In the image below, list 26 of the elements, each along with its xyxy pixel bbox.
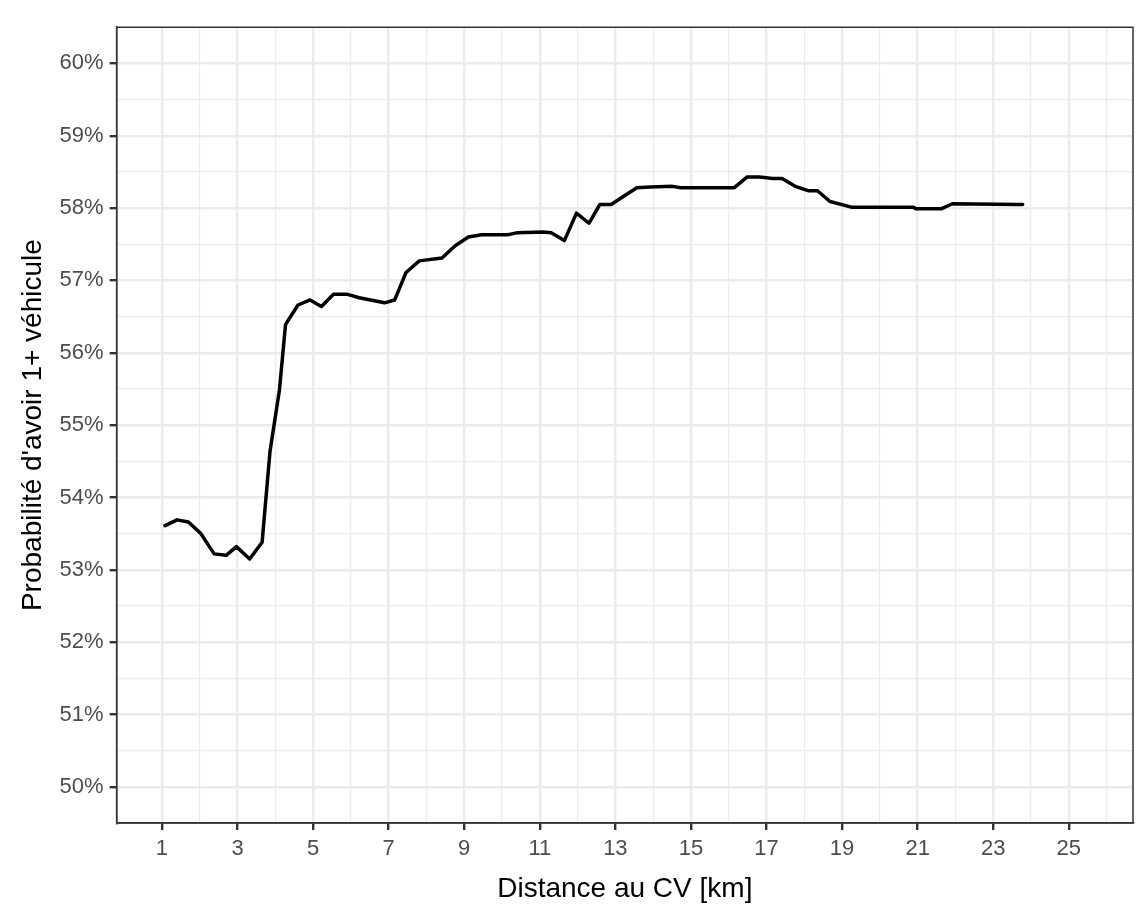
x-tick-label: 11 — [528, 835, 552, 861]
x-tick-label: 9 — [458, 835, 471, 861]
x-tick-label: 15 — [678, 835, 704, 861]
y-tick-label: 55% — [59, 411, 104, 437]
x-tick-label: 7 — [382, 835, 395, 861]
y-tick-label: 58% — [59, 194, 104, 220]
x-tick-label: 25 — [1056, 835, 1082, 861]
x-tick-label: 5 — [306, 835, 320, 861]
y-tick-label: 54% — [59, 483, 104, 509]
y-tick-label: 59% — [59, 121, 104, 147]
x-axis-title: Distance au CV [km] — [497, 871, 753, 903]
y-tick-label: 53% — [59, 555, 104, 581]
y-tick-label: 51% — [59, 700, 104, 726]
y-tick-label: 50% — [59, 772, 104, 798]
y-axis-title: Probabilité d'avoir 1+ véhicule — [15, 239, 47, 612]
y-tick-label: 60% — [59, 49, 104, 75]
x-tick-label: 17 — [754, 835, 779, 861]
y-tick-label: 57% — [59, 266, 104, 292]
x-tick-label: 1 — [155, 835, 169, 861]
x-tick-label: 13 — [603, 835, 628, 861]
x-tick-label: 3 — [231, 835, 244, 861]
x-tick-label: 21 — [905, 835, 930, 861]
y-tick-label: 52% — [59, 628, 104, 654]
x-tick-label: 19 — [829, 835, 855, 861]
y-tick-label: 56% — [59, 338, 104, 364]
x-tick-label: 23 — [980, 835, 1006, 861]
